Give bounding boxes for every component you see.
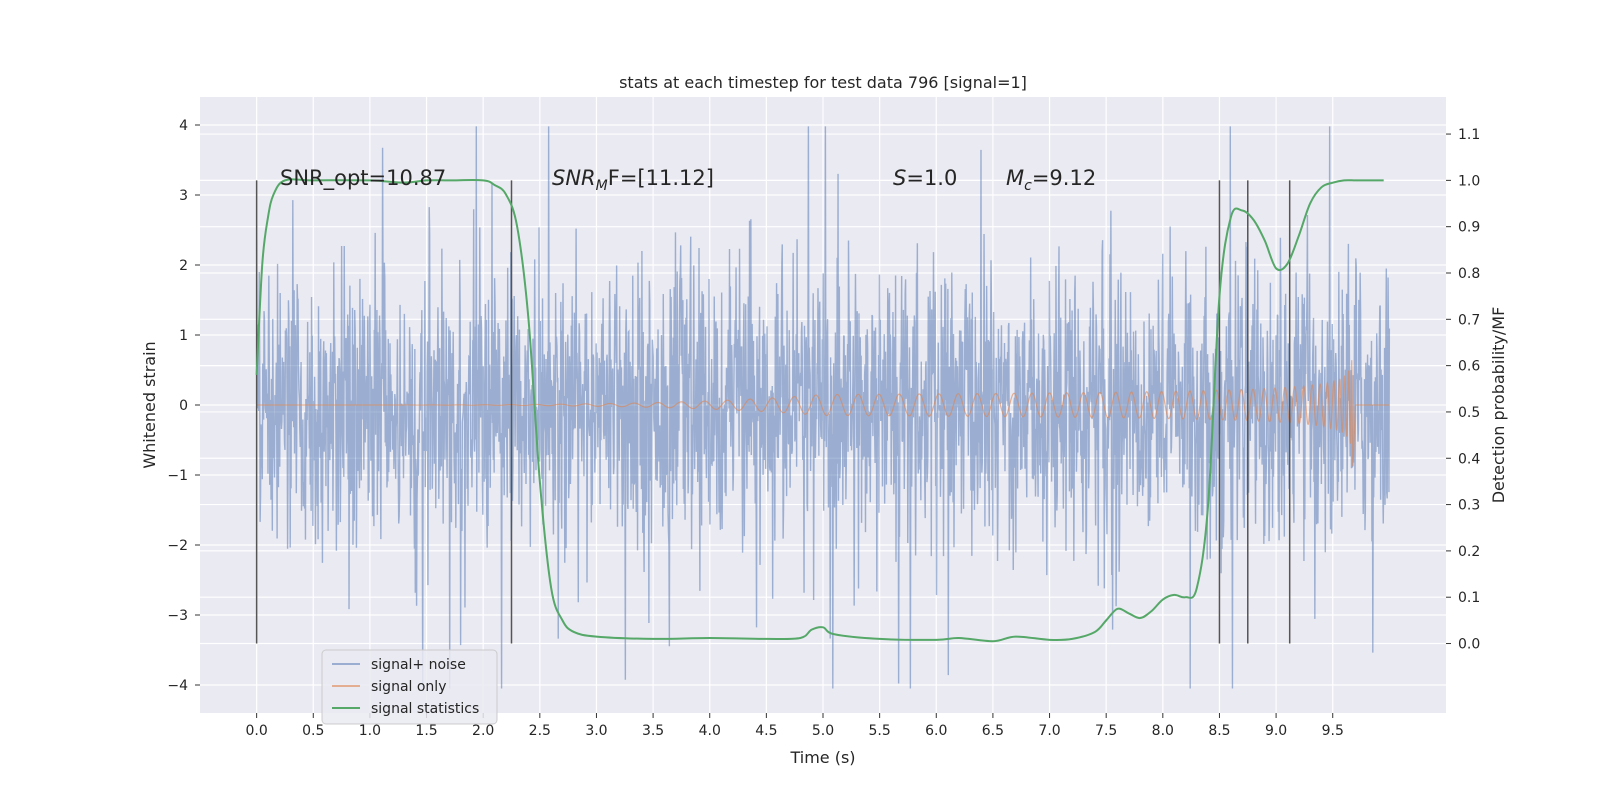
legend-label-signal-plus-noise: signal+ noise <box>371 657 466 673</box>
y2-tick-label: 0.4 <box>1458 451 1480 467</box>
legend-label-signal-statistics: signal statistics <box>371 701 479 717</box>
y-tick-label: 3 <box>179 188 188 204</box>
y2-axis: 1.1 1.0 0.9 0.8 0.7 0.6 0.5 0.4 0.3 0.2 0.1 0.0 <box>1446 127 1480 653</box>
y2-axis-title: Detection probability/MF <box>1489 307 1508 504</box>
noise-line <box>255 126 1391 689</box>
x-tick-label: 8.0 <box>1152 723 1174 739</box>
x-tick-label: 3.0 <box>585 723 607 739</box>
x-tick-label: 4.5 <box>755 723 777 739</box>
x-tick-label: 1.0 <box>359 723 381 739</box>
x-tick-label: 7.5 <box>1095 723 1117 739</box>
statistics-line <box>255 178 1384 643</box>
x-axis: 0.0 0.5 1.0 1.5 2.0 2.5 3.0 3.5 4.0 4.5 5.0 5.5 6.0 6… <box>246 713 1344 739</box>
x-tick-label: 8.5 <box>1208 723 1230 739</box>
y-tick-label: 0 <box>179 398 188 414</box>
snr-mf-sub: M <box>596 178 608 194</box>
x-tick-label: 1.5 <box>415 723 437 739</box>
x-tick-label: 9.5 <box>1322 723 1344 739</box>
y-tick-label: −2 <box>167 538 188 554</box>
chart-title: stats at each timestep for test data 796… <box>619 73 1027 92</box>
x-tick-label: 5.0 <box>812 723 834 739</box>
y2-tick-label: 0.0 <box>1458 637 1480 653</box>
y2-tick-label: 1.0 <box>1458 173 1480 189</box>
s-rest: =1.0 <box>906 166 957 190</box>
x-tick-label: 5.5 <box>869 723 891 739</box>
y2-tick-label: 0.2 <box>1458 544 1480 560</box>
annotation-s: S=1.0 <box>893 166 957 190</box>
annotation-snr-mf: SNRMF=[11.12] <box>552 166 714 194</box>
y-axis: 4 3 2 1 0 −1 −2 −3 −4 <box>167 118 200 694</box>
mc-main: M <box>1006 166 1024 190</box>
x-tick-label: 2.0 <box>472 723 494 739</box>
x-tick-label: 6.5 <box>982 723 1004 739</box>
y2-tick-label: 1.1 <box>1458 127 1480 143</box>
y2-tick-label: 0.6 <box>1458 359 1480 375</box>
snr-mf-main: SNR <box>552 166 596 190</box>
series-signal-plus-noise <box>255 126 1391 689</box>
legend-label-signal-only: signal only <box>371 679 446 695</box>
annotation-snr-opt: SNR_opt=10.87 <box>280 166 446 191</box>
series-signal-only <box>256 360 1390 467</box>
x-tick-label: 0.5 <box>302 723 324 739</box>
y-tick-label: 1 <box>179 328 188 344</box>
x-axis-title: Time (s) <box>789 748 855 767</box>
series-signal-statistics <box>255 178 1384 643</box>
x-tick-label: 6.0 <box>925 723 947 739</box>
y2-tick-label: 0.1 <box>1458 590 1480 606</box>
x-tick-label: 0.0 <box>246 723 268 739</box>
chirp-line <box>256 360 1390 467</box>
y-tick-label: −1 <box>167 468 188 484</box>
annotation-mc: Mc=9.12 <box>1006 166 1096 194</box>
y-tick-label: −4 <box>167 678 188 694</box>
y2-tick-label: 0.3 <box>1458 498 1480 514</box>
y2-tick-label: 0.5 <box>1458 405 1480 421</box>
x-tick-label: 7.0 <box>1038 723 1060 739</box>
y-tick-label: −3 <box>167 608 188 624</box>
mc-sub: c <box>1024 178 1032 194</box>
x-tick-label: 4.0 <box>699 723 721 739</box>
legend: signal+ noise signal only signal statist… <box>321 649 498 725</box>
x-tick-label: 3.5 <box>642 723 664 739</box>
mc-rest: =9.12 <box>1032 166 1096 190</box>
y2-tick-label: 0.7 <box>1458 312 1480 328</box>
y2-tick-label: 0.8 <box>1458 266 1480 282</box>
y-tick-label: 2 <box>179 258 188 274</box>
vertical-markers <box>255 180 1291 644</box>
y-tick-label: 4 <box>179 118 188 134</box>
x-tick-label: 2.5 <box>529 723 551 739</box>
snr-mf-rest: F=[11.12] <box>608 166 714 190</box>
y2-tick-label: 0.9 <box>1458 220 1480 236</box>
x-tick-label: 9.0 <box>1265 723 1287 739</box>
legend-box <box>321 649 498 725</box>
y-axis-title: Whitened strain <box>140 341 159 468</box>
s-main: S <box>893 166 906 190</box>
